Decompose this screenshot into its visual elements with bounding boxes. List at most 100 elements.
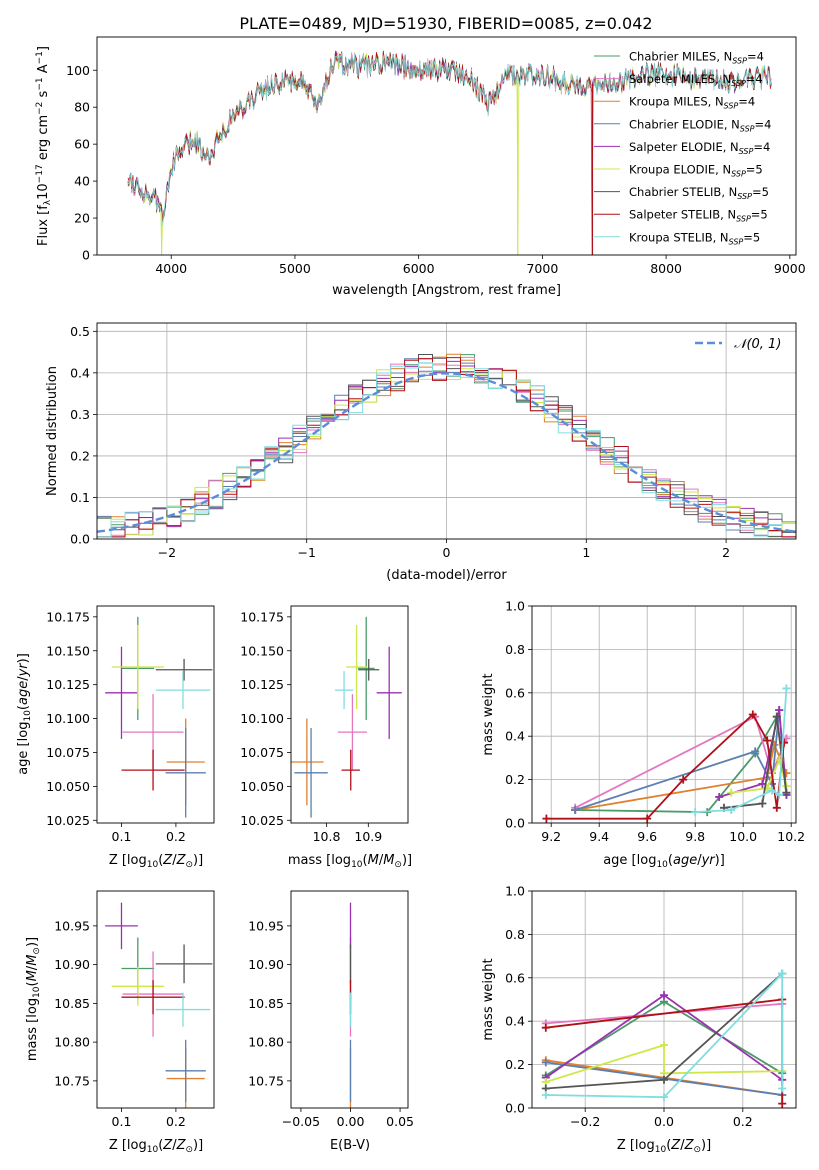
y-tick-label: 10.025 — [46, 813, 90, 828]
legend-label: Kroupa ELODIE, NSSP=5 — [629, 163, 763, 179]
x-tick-label: 0.2 — [733, 1114, 753, 1129]
weight-vs-age-content — [532, 606, 796, 823]
legend-label: Kroupa MILES, NSSP=4 — [629, 95, 755, 111]
spectrum-legend: Chabrier MILES, NSSP=4 Salpeter MILES, NS… — [594, 50, 771, 246]
y-axis-label: mass [log10(M/M⊙)] — [25, 937, 42, 1061]
y-axis-label: Flux [fλ10−17 erg cm−2 s−1 A−1] — [35, 46, 53, 246]
y-tick-label: 0.5 — [70, 324, 90, 339]
x-tick-label: 0.2 — [166, 829, 186, 844]
x-axis-label: (data-model)/error — [386, 568, 507, 583]
x-tick-label: 9.4 — [589, 829, 609, 844]
y-tick-label: 10.75 — [54, 1073, 90, 1088]
weight-marker — [571, 805, 580, 814]
x-tick-label: 9.6 — [637, 829, 657, 844]
y-tick-label: 0.6 — [505, 685, 525, 700]
x-axis-label: mass [log10(M/M⊙)] — [288, 853, 412, 870]
weight-line — [545, 971, 784, 1099]
y-tick-label: 10.75 — [248, 1073, 284, 1088]
legend-label: Chabrier MILES, NSSP=4 — [629, 50, 764, 66]
y-axis-label: mass weight — [481, 673, 496, 755]
weight-marker — [541, 1090, 550, 1099]
legend-label: Salpeter ELODIE, NSSP=4 — [629, 140, 770, 156]
weight-marker — [782, 684, 791, 693]
legend-label: Kroupa STELIB, NSSP=5 — [629, 230, 760, 246]
weight-marker — [660, 1041, 668, 1050]
weight-marker — [660, 991, 668, 1000]
x-tick-label: 0.00 — [337, 1114, 365, 1129]
weight-marker — [691, 808, 700, 817]
x-axis-label: wavelength [Angstrom, rest frame] — [332, 283, 561, 298]
weight-line — [546, 713, 785, 820]
x-axis-label: E(B-V) — [330, 1138, 370, 1153]
y-tick-label: 10.075 — [240, 745, 284, 760]
weight-line — [731, 757, 788, 794]
y-tick-label: 0.4 — [505, 1014, 525, 1029]
weight-line — [545, 1043, 783, 1083]
x-tick-label: −0.05 — [282, 1114, 320, 1129]
y-tick-label: 0.2 — [505, 772, 525, 787]
y-axis-label: mass weight — [481, 958, 496, 1040]
y-tick-label: 10.80 — [248, 1035, 284, 1050]
weight-marker — [778, 1099, 787, 1108]
y-tick-label: 10.85 — [54, 996, 90, 1011]
y-tick-label: 10.050 — [46, 779, 90, 794]
weight-marker — [727, 788, 736, 797]
y-tick-label: 0 — [82, 248, 90, 263]
y-tick-label: 10.125 — [46, 677, 90, 692]
y-tick-label: 1.0 — [505, 884, 525, 899]
x-axis-label: Z [log10(Z/Z⊙)] — [109, 853, 203, 870]
plot-weight-vs-age: 9.2 9.4 9.6 9.8 10.0 10.2 0.0 0.2 0.4 0.6 0.8 1.0 ma… — [481, 599, 805, 871]
x-tick-label: 9.2 — [541, 829, 561, 844]
weight-marker — [782, 788, 791, 797]
y-tick-label: 60 — [74, 137, 90, 152]
y-tick-label: 0.4 — [70, 365, 90, 380]
plot-age-vs-mass: 10.8 10.9 10.025 10.050 10.075 10.100 10.125 10… — [240, 605, 412, 870]
y-tick-label: 10.100 — [46, 711, 90, 726]
residuals-content — [97, 323, 796, 539]
y-tick-label: 10.95 — [54, 918, 90, 933]
x-tick-label: 0.2 — [166, 1114, 186, 1129]
y-tick-label: 10.025 — [240, 813, 284, 828]
weight-marker — [541, 1023, 550, 1032]
weight-marker — [775, 790, 784, 799]
y-tick-label: 0.0 — [70, 532, 90, 547]
x-tick-label: 0.05 — [386, 1114, 414, 1129]
x-tick-label: 0.1 — [112, 829, 132, 844]
y-tick-label: 10.80 — [54, 1035, 90, 1050]
normal-curve — [97, 372, 796, 533]
y-tick-label: 0.1 — [70, 490, 90, 505]
x-tick-label: −1 — [297, 545, 315, 560]
age-vs-mass-content — [291, 616, 402, 818]
axes-frame — [96, 890, 215, 1109]
spectrum-content — [127, 50, 772, 255]
weight-marker — [660, 1075, 668, 1084]
y-tick-label: 40 — [74, 174, 90, 189]
weight-marker — [772, 712, 781, 721]
weight-marker — [660, 1093, 668, 1102]
y-axis-label: Normed distribution — [45, 366, 60, 496]
y-tick-label: 10.175 — [240, 609, 284, 624]
x-axis-label: Z [log10(Z/Z⊙)] — [617, 1138, 711, 1155]
age-vs-z-content — [105, 616, 213, 818]
weight-marker — [758, 799, 767, 808]
y-tick-label: 0.3 — [70, 407, 90, 422]
y-tick-label: 10.90 — [248, 957, 284, 972]
axes-frame — [290, 890, 409, 1109]
plot-spectrum: 4000 5000 6000 7000 8000 9000 0 20 40 60 80 100 wave… — [35, 36, 806, 298]
figure-title: PLATE=0489, MJD=51930, FIBERID=0085, z=0… — [239, 14, 652, 33]
legend-label: Salpeter STELIB, NSSP=5 — [629, 208, 768, 224]
weight-vs-z-content — [532, 891, 796, 1108]
y-tick-label: 0.8 — [505, 642, 525, 657]
plot-weight-vs-z: −0.2 0.0 0.2 0.0 0.2 0.4 0.6 0.8 1.0 mass weight Z… — [481, 884, 797, 1155]
x-tick-label: 10.2 — [777, 829, 805, 844]
weight-marker — [542, 814, 551, 823]
axes-frame — [290, 605, 409, 824]
weight-marker — [768, 786, 776, 795]
legend-label: Salpeter MILES, NSSP=4 — [629, 72, 763, 88]
y-tick-label: 0.6 — [505, 970, 525, 985]
weight-marker — [715, 792, 724, 801]
x-tick-label: 8000 — [650, 261, 682, 276]
y-tick-label: 0.4 — [505, 729, 525, 744]
y-tick-label: 0.0 — [505, 816, 525, 831]
